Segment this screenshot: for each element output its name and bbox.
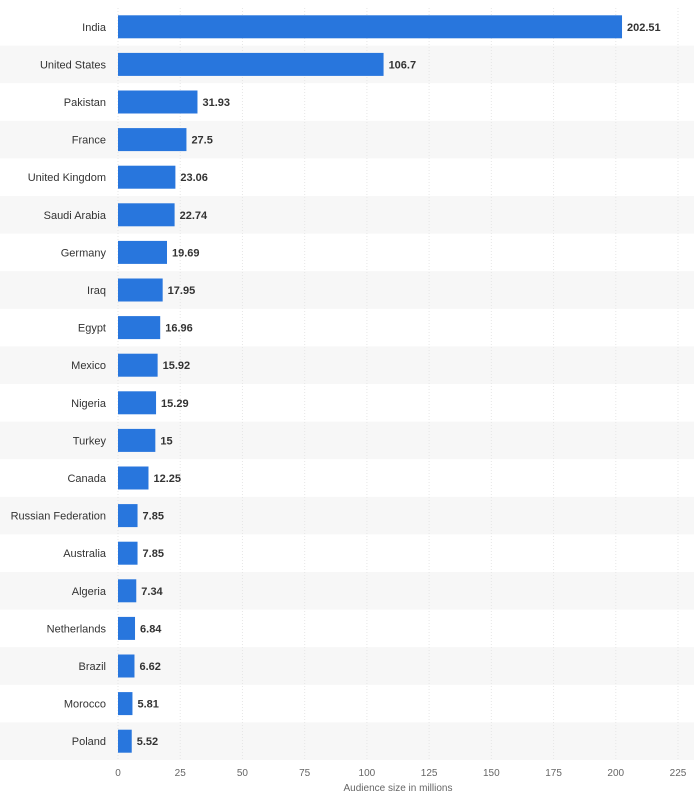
category-label: Mexico <box>71 360 106 372</box>
category-label: Iraq <box>87 285 106 297</box>
bar[interactable] <box>118 579 137 603</box>
x-tick-label: 175 <box>545 768 562 779</box>
value-label: 22.74 <box>180 210 208 222</box>
category-label: United States <box>40 59 107 71</box>
category-labels: India United States Pakistan France United K… <box>11 22 107 748</box>
row-stripe <box>0 271 694 309</box>
value-label: 16.96 <box>165 323 193 335</box>
value-label: 202.51 <box>627 22 661 34</box>
category-label: Canada <box>67 473 106 485</box>
bar[interactable] <box>118 541 138 565</box>
bar[interactable] <box>118 240 168 264</box>
value-label: 7.34 <box>141 586 163 598</box>
value-label: 15.92 <box>163 360 191 372</box>
x-tick-label: 75 <box>299 768 311 779</box>
row-stripe <box>0 421 694 460</box>
x-tick-label: 125 <box>421 768 438 779</box>
category-label: Germany <box>61 247 107 259</box>
category-label: Poland <box>72 736 106 748</box>
category-label: Pakistan <box>64 97 106 109</box>
value-label: 23.06 <box>180 172 208 184</box>
x-tick-label: 200 <box>607 768 624 779</box>
bar[interactable] <box>118 654 135 678</box>
category-label: Morocco <box>64 699 106 711</box>
x-tick-labels: 0 25 50 75 100 125 150 175 200 225 <box>115 768 687 779</box>
category-label: Nigeria <box>71 398 107 410</box>
category-label: Algeria <box>72 586 107 598</box>
bar[interactable] <box>118 52 384 76</box>
category-label: Russian Federation <box>11 511 106 523</box>
row-stripes <box>0 45 694 760</box>
value-label: 27.5 <box>191 135 212 147</box>
value-label: 106.7 <box>389 59 417 71</box>
category-label: United Kingdom <box>28 172 106 184</box>
bar[interactable] <box>118 466 149 490</box>
value-label: 5.52 <box>137 736 158 748</box>
bar[interactable] <box>118 316 161 340</box>
bar[interactable] <box>118 203 175 227</box>
row-stripe <box>0 496 694 535</box>
bar[interactable] <box>118 90 198 114</box>
x-tick-label: 225 <box>670 768 687 779</box>
x-tick-label: 100 <box>359 768 376 779</box>
bar[interactable] <box>118 15 623 39</box>
x-axis-title: Audience size in millions <box>344 783 453 794</box>
row-stripe <box>0 647 694 685</box>
bar[interactable] <box>118 504 138 528</box>
bar[interactable] <box>118 278 163 302</box>
value-label: 15.29 <box>161 398 189 410</box>
category-label: Saudi Arabia <box>44 210 107 222</box>
bar[interactable] <box>118 128 187 152</box>
value-label: 15 <box>160 435 172 447</box>
row-stripe <box>0 120 694 159</box>
value-label: 31.93 <box>202 97 230 109</box>
row-stripe <box>0 572 694 610</box>
x-tick-label: 150 <box>483 768 500 779</box>
x-tick-label: 25 <box>175 768 187 779</box>
bar[interactable] <box>118 165 176 189</box>
bar[interactable] <box>118 616 136 640</box>
value-label: 6.84 <box>140 623 162 635</box>
category-label: Netherlands <box>47 623 107 635</box>
category-label: Egypt <box>78 323 106 335</box>
x-tick-label: 50 <box>237 768 249 779</box>
value-label: 7.85 <box>143 511 164 523</box>
bar[interactable] <box>118 692 133 716</box>
bar[interactable] <box>118 391 157 415</box>
value-label: 5.81 <box>137 699 158 711</box>
value-label: 12.25 <box>153 473 181 485</box>
category-label: Brazil <box>78 661 106 673</box>
row-stripe <box>0 196 694 234</box>
x-tick-label: 0 <box>115 768 121 779</box>
value-label: 6.62 <box>139 661 160 673</box>
bars <box>118 15 623 753</box>
bar[interactable] <box>118 428 156 452</box>
row-stripe <box>0 346 694 384</box>
bar[interactable] <box>118 353 158 377</box>
bar[interactable] <box>118 729 132 753</box>
category-label: India <box>82 22 107 34</box>
value-label: 17.95 <box>168 285 196 297</box>
value-label: 7.85 <box>143 548 164 560</box>
value-label: 19.69 <box>172 247 200 259</box>
value-labels: 202.51 106.7 31.93 27.5 23.06 22.74 19.69 17.95… <box>137 22 661 748</box>
category-label: Australia <box>63 548 107 560</box>
category-label: France <box>72 135 106 147</box>
row-stripe <box>0 722 694 760</box>
category-label: Turkey <box>73 435 107 447</box>
